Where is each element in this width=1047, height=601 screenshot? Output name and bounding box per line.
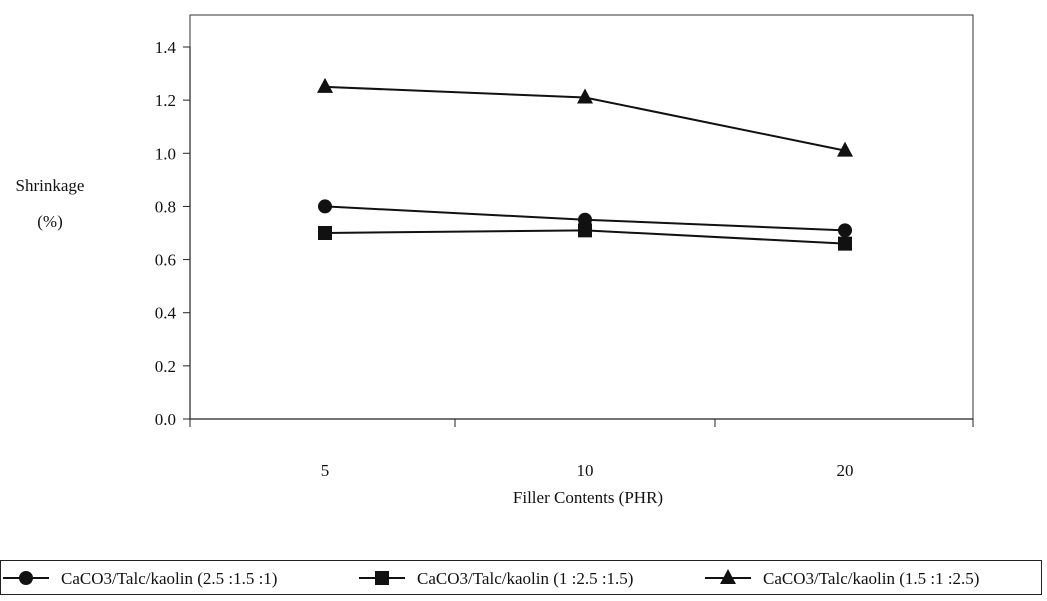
legend-marker-triangle <box>720 569 736 584</box>
legend-items: CaCO3/Talc/kaolin (2.5 :1.5 :1) CaCO3/Tal… <box>3 569 979 588</box>
data-point-circle <box>318 199 332 214</box>
legend-marker-circle <box>19 571 33 585</box>
y-tick-label: 0.4 <box>155 304 177 323</box>
data-point-square <box>318 226 332 240</box>
legend-marker-square <box>375 571 389 585</box>
x-axis-label: Filler Contents (PHR) <box>513 488 663 507</box>
y-axis-label: Shrinkage (%) <box>0 176 100 232</box>
x-tick-label: 5 <box>321 461 330 480</box>
data-point-triangle <box>317 77 333 93</box>
y-tick-label: 1.0 <box>155 144 176 163</box>
y-tick-label: 1.4 <box>155 38 177 57</box>
y-axis-label-line1: Shrinkage <box>15 176 85 195</box>
legend-label: CaCO3/Talc/kaolin (1.5 :1 :2.5) <box>763 569 979 588</box>
legend-label: CaCO3/Talc/kaolin (1 :2.5 :1.5) <box>417 569 633 588</box>
y-tick-label: 0.6 <box>155 251 176 270</box>
legend-label: CaCO3/Talc/kaolin (2.5 :1.5 :1) <box>61 569 277 588</box>
y-tick-label: 0.0 <box>155 410 176 429</box>
data-point-circle <box>578 212 592 227</box>
data-point-circle <box>838 223 852 238</box>
y-tick-label: 0.8 <box>155 197 176 216</box>
x-tick-label: 10 <box>577 461 594 480</box>
data-point-square <box>578 223 592 238</box>
data-point-triangle <box>837 141 853 157</box>
y-axis-label-line2: (%) <box>37 212 63 231</box>
plot-area: 0.0 0.2 0.4 0.6 0.8 1.0 1.2 1.4 5 10 20 Filler Cont… <box>155 14 974 507</box>
y-tick-label: 0.2 <box>155 357 176 376</box>
x-tick-label: 20 <box>837 461 854 480</box>
data-point-square <box>838 236 852 251</box>
data-point-triangle <box>577 88 593 104</box>
legend: CaCO3/Talc/kaolin (2.5 :1.5 :1) CaCO3/Tal… <box>0 560 1042 595</box>
y-tick-label: 1.2 <box>155 91 176 110</box>
